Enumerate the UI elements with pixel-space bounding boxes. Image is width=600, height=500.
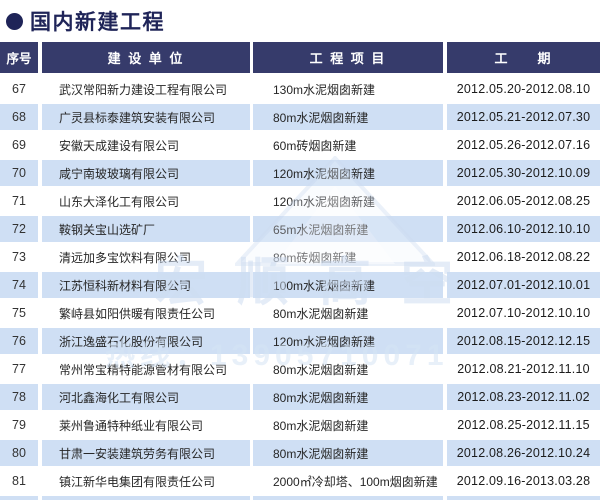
cell-period: 2012.08.15-2012.12.15 (447, 328, 600, 354)
cell-project: 80m水泥烟囱新建 (253, 384, 443, 410)
cell-company: 江苏恒科新材料有限公司 (42, 272, 250, 298)
cell-project: 60m砖烟囱新建 (253, 132, 443, 158)
table-row: 79 莱州鲁通特种纸业有限公司 80m水泥烟囱新建 2012.08.25-2012.1… (0, 412, 600, 438)
cell-company: 河北鑫海化工有限公司 (42, 384, 250, 410)
cell-company: 广灵县标泰建筑安装有限公司 (42, 104, 250, 130)
cell-project: 120m水泥烟囱新建 (253, 160, 443, 186)
table-header-row: 序号 建 设 单 位 工 程 项 目 工 期 (0, 42, 600, 73)
cell-no: 69 (0, 132, 38, 158)
cell-project: 120m水泥烟囱新建 (253, 328, 443, 354)
cell-company: 武汉常阳新力建设工程有限公司 (42, 76, 250, 102)
cell-period: 2012.06.10-2012.10.10 (447, 216, 600, 242)
cell-company: 繁峙县如阳供暖有限责任公司 (42, 300, 250, 326)
partial-cell (253, 496, 443, 500)
cell-period: 2012.05.21-2012.07.30 (447, 104, 600, 130)
cell-company: 莱州鲁通特种纸业有限公司 (42, 412, 250, 438)
cell-project: 130m水泥烟囱新建 (253, 76, 443, 102)
cell-no: 71 (0, 188, 38, 214)
cell-no: 74 (0, 272, 38, 298)
table-row: 73 清远加多宝饮料有限公司 80m砖烟囱新建 2012.06.18-2012.08.… (0, 244, 600, 270)
cell-period: 2012.06.05-2012.08.25 (447, 188, 600, 214)
cell-project: 120m水泥烟囱新建 (253, 188, 443, 214)
table-body: 67 武汉常阳新力建设工程有限公司 130m水泥烟囱新建 2012.05.20-201… (0, 76, 600, 494)
cell-period: 2012.07.01-2012.10.01 (447, 272, 600, 298)
cell-company: 清远加多宝饮料有限公司 (42, 244, 250, 270)
table-row: 68 广灵县标泰建筑安装有限公司 80m水泥烟囱新建 2012.05.21-2012.… (0, 104, 600, 130)
partial-cell (42, 496, 250, 500)
cell-no: 68 (0, 104, 38, 130)
cell-period: 2012.06.18-2012.08.22 (447, 244, 600, 270)
partial-cell (447, 496, 600, 500)
cell-project: 2000㎡冷却塔、100m烟囱新建 (253, 468, 443, 494)
partial-cell (0, 496, 38, 500)
cell-project: 80m水泥烟囱新建 (253, 440, 443, 466)
cell-no: 79 (0, 412, 38, 438)
cell-company: 镇江新华电集团有限责任公司 (42, 468, 250, 494)
cell-period: 2012.05.26-2012.07.16 (447, 132, 600, 158)
cell-no: 77 (0, 356, 38, 382)
cell-period: 2012.09.16-2013.03.28 (447, 468, 600, 494)
cell-period: 2012.08.21-2012.11.10 (447, 356, 600, 382)
cell-no: 76 (0, 328, 38, 354)
cell-no: 73 (0, 244, 38, 270)
cell-no: 67 (0, 76, 38, 102)
cell-project: 80m水泥烟囱新建 (253, 412, 443, 438)
page-title-text: 国内新建工程 (30, 11, 165, 34)
cell-period: 2012.05.20-2012.08.10 (447, 76, 600, 102)
cell-period: 2012.08.25-2012.11.15 (447, 412, 600, 438)
cell-project: 80m水泥烟囱新建 (253, 300, 443, 326)
table-row: 81 镇江新华电集团有限责任公司 2000㎡冷却塔、100m烟囱新建 2012.09.… (0, 468, 600, 494)
cell-no: 75 (0, 300, 38, 326)
cell-period: 2012.07.10-2012.10.10 (447, 300, 600, 326)
cell-company: 浙江逸盛石化股份有限公司 (42, 328, 250, 354)
table-row: 76 浙江逸盛石化股份有限公司 120m水泥烟囱新建 2012.08.15-2012.… (0, 328, 600, 354)
header-project: 工 程 项 目 (253, 42, 443, 73)
cell-project: 80m砖烟囱新建 (253, 244, 443, 270)
page-title: 国内新建工程 (0, 0, 600, 42)
cell-no: 70 (0, 160, 38, 186)
cell-company: 山东大泽化工有限公司 (42, 188, 250, 214)
table-row: 77 常州常宝精特能源管材有限公司 80m水泥烟囱新建 2012.08.21-2012… (0, 356, 600, 382)
table-row: 69 安徽天成建设有限公司 60m砖烟囱新建 2012.05.26-2012.07.1… (0, 132, 600, 158)
cell-period: 2012.08.23-2012.11.02 (447, 384, 600, 410)
cell-period: 2012.08.26-2012.10.24 (447, 440, 600, 466)
cell-company: 安徽天成建设有限公司 (42, 132, 250, 158)
cell-project: 65m水泥烟囱新建 (253, 216, 443, 242)
table-row: 74 江苏恒科新材料有限公司 100m水泥烟囱新建 2012.07.01-2012.1… (0, 272, 600, 298)
cell-period: 2012.05.30-2012.10.09 (447, 160, 600, 186)
partial-next-row (0, 496, 600, 500)
table-row: 78 河北鑫海化工有限公司 80m水泥烟囱新建 2012.08.23-2012.11.… (0, 384, 600, 410)
table-row: 70 咸宁南玻玻璃有限公司 120m水泥烟囱新建 2012.05.30-2012.10… (0, 160, 600, 186)
table-row: 67 武汉常阳新力建设工程有限公司 130m水泥烟囱新建 2012.05.20-201… (0, 76, 600, 102)
table-row: 80 甘肃一安装建筑劳务有限公司 80m水泥烟囱新建 2012.08.26-2012.… (0, 440, 600, 466)
cell-company: 常州常宝精特能源管材有限公司 (42, 356, 250, 382)
cell-project: 100m水泥烟囱新建 (253, 272, 443, 298)
bullet-icon (6, 12, 23, 30)
cell-company: 甘肃一安装建筑劳务有限公司 (42, 440, 250, 466)
cell-no: 81 (0, 468, 38, 494)
cell-no: 80 (0, 440, 38, 466)
projects-table: 序号 建 设 单 位 工 程 项 目 工 期 67 武汉常阳新力建设工程有限公司 1… (0, 42, 600, 500)
cell-company: 鞍钢关宝山选矿厂 (42, 216, 250, 242)
cell-no: 72 (0, 216, 38, 242)
header-no: 序号 (0, 42, 38, 73)
cell-project: 80m水泥烟囱新建 (253, 104, 443, 130)
cell-no: 78 (0, 384, 38, 410)
table-row: 75 繁峙县如阳供暖有限责任公司 80m水泥烟囱新建 2012.07.10-2012.… (0, 300, 600, 326)
table-row: 71 山东大泽化工有限公司 120m水泥烟囱新建 2012.06.05-2012.08… (0, 188, 600, 214)
cell-company: 咸宁南玻玻璃有限公司 (42, 160, 250, 186)
header-company: 建 设 单 位 (42, 42, 250, 73)
header-period: 工 期 (447, 42, 600, 73)
table-row: 72 鞍钢关宝山选矿厂 65m水泥烟囱新建 2012.06.10-2012.10.10 (0, 216, 600, 242)
cell-project: 80m水泥烟囱新建 (253, 356, 443, 382)
